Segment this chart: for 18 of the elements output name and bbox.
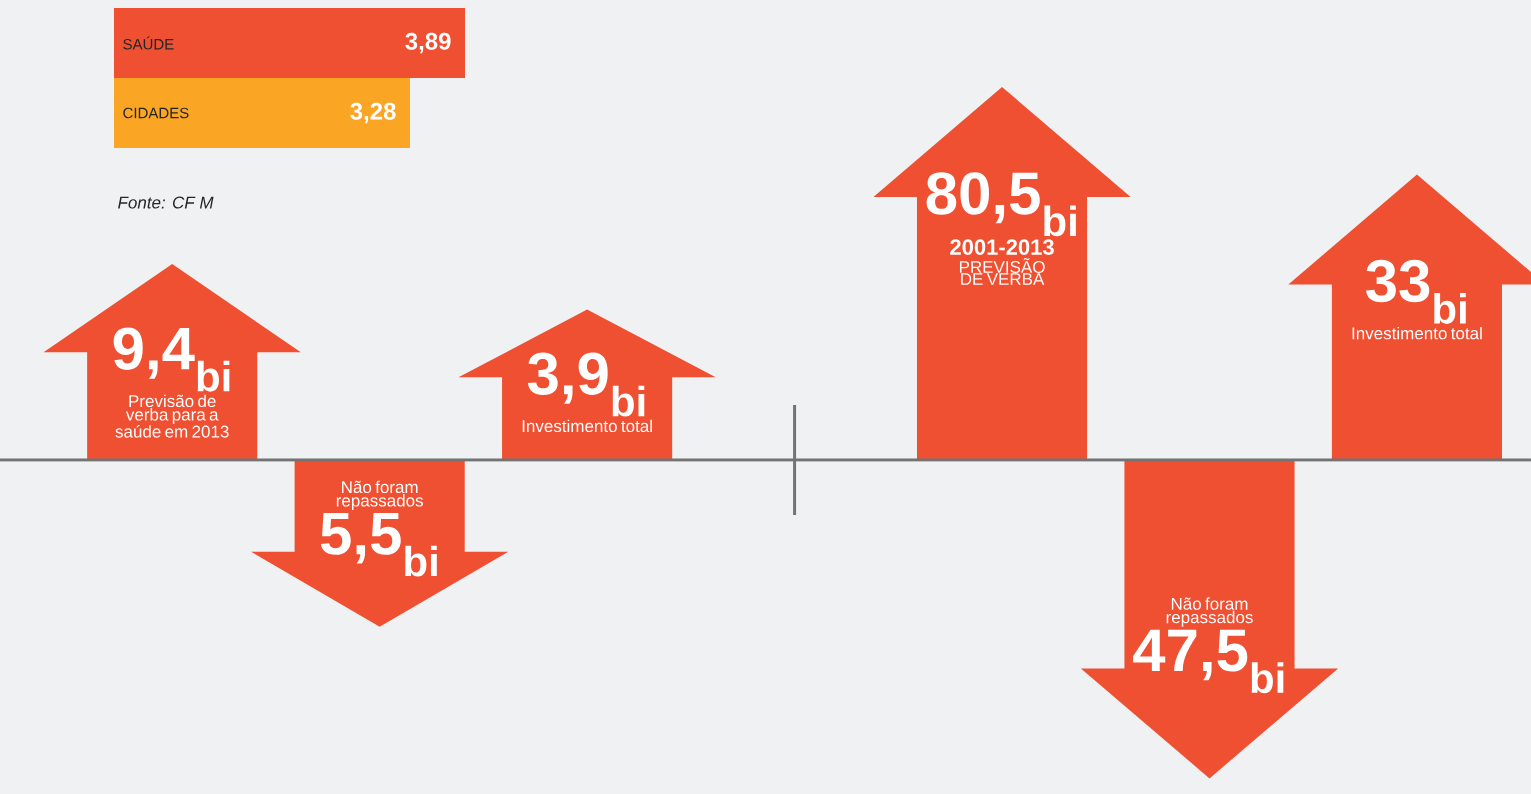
data-label: 9,4$_{bi}$ [113, 327, 230, 392]
category-label: PREVISÃO DE VERBA [959, 257, 1045, 285]
data-label: 3,89 [405, 32, 451, 54]
y-tick-label: CIDADES [123, 107, 189, 119]
data-label: 3,28 [350, 102, 396, 124]
category-label: Não foram repassados [1166, 597, 1253, 627]
data-label: 80,5$_{bi}$ [926, 172, 1076, 237]
category-label: Não foram repassados [336, 480, 423, 510]
category-label: Previsão de verba para a saúde em 2013 [115, 394, 229, 438]
source-note: Fonte: CF M [118, 196, 214, 209]
data-label: 3,9$_{bi}$ [527, 352, 645, 417]
text: 2001-2013 [950, 239, 1054, 255]
data-label: 33$_{bi}$ [1366, 259, 1466, 324]
category-label: Investimento total [522, 419, 652, 433]
data-label: 5,5$_{bi}$ [320, 512, 437, 577]
category-label: Investimento total [1352, 326, 1482, 340]
y-tick-label: SAÚDE [123, 36, 174, 50]
data-label: 47,5$_{bi}$ [1133, 629, 1284, 694]
